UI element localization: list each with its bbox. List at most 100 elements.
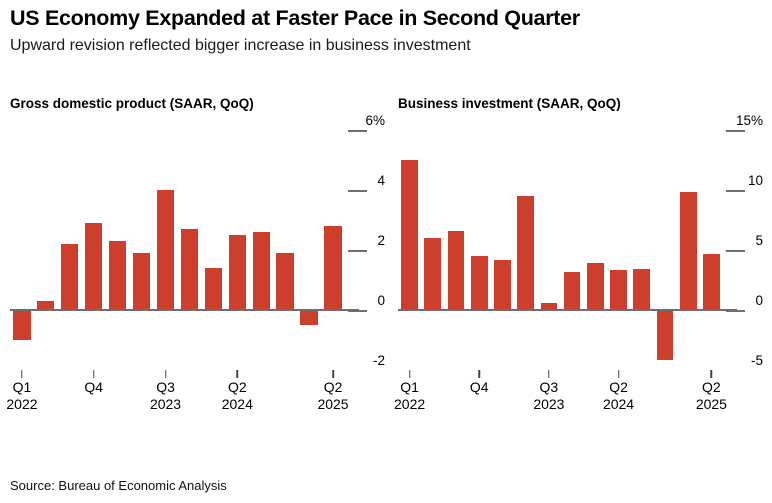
bar-series-gdp — [10, 130, 345, 370]
y-axis-tick-mark — [348, 130, 367, 132]
bar-slot — [249, 130, 273, 370]
bar — [37, 301, 55, 310]
bar-slot — [225, 130, 249, 370]
bar — [447, 230, 465, 310]
bar-slot — [607, 130, 630, 370]
bar-slot — [177, 130, 201, 370]
source-note: Source: Bureau of Economic Analysis — [10, 478, 227, 493]
x-axis-tick-mark — [478, 370, 480, 378]
bar — [109, 241, 127, 310]
bar-slot — [700, 130, 723, 370]
bar-slot — [514, 130, 537, 370]
bar — [13, 310, 31, 340]
y-axis-tick-label: 10 — [747, 173, 763, 188]
bar-slot — [491, 130, 514, 370]
x-axis-year-label: 2023 — [533, 396, 565, 412]
x-axis-quarter-label: Q2 — [323, 379, 343, 395]
zero-baseline — [398, 309, 737, 311]
bar-slot — [321, 130, 345, 370]
bar — [324, 226, 342, 310]
bar-slot — [10, 130, 34, 370]
x-axis-quarter-label: Q1 — [400, 379, 419, 395]
x-axis-quarter-label: Q1 — [12, 379, 32, 395]
x-axis-tick-mark — [710, 370, 713, 378]
bar — [610, 270, 627, 310]
bar-slot — [297, 130, 321, 370]
plot-area-business-investment — [398, 130, 737, 370]
bar — [61, 244, 79, 310]
bar-slot — [201, 130, 225, 370]
bar-slot — [468, 130, 491, 370]
y-axis-tick-label: 6% — [365, 113, 385, 128]
y-axis-tick-label: 4 — [377, 173, 385, 188]
y-axis-tick-mark — [726, 190, 745, 192]
x-axis-tick-mark — [164, 370, 167, 378]
bar — [276, 253, 294, 310]
bar — [132, 253, 151, 310]
bar-slot — [421, 130, 444, 370]
bar-slot — [82, 130, 106, 370]
x-axis-quarter-label: Q4 — [84, 379, 104, 395]
y-axis-gdp: 6% 4 2 0 -2 — [345, 113, 387, 370]
zero-baseline — [10, 309, 359, 311]
bar — [470, 256, 488, 310]
bar — [228, 235, 246, 310]
x-axis-year-label: 2022 — [394, 396, 426, 412]
bar-slot — [58, 130, 82, 370]
y-axis-tick-mark — [726, 130, 745, 132]
x-axis-quarter-label: Q3 — [539, 379, 559, 395]
bar-slot — [584, 130, 607, 370]
bar — [85, 223, 103, 310]
bar — [563, 271, 581, 310]
bar-slot — [653, 130, 676, 370]
bar-slot — [106, 130, 130, 370]
x-axis-year-label: 2022 — [6, 396, 38, 412]
x-axis-tick-mark — [236, 370, 239, 378]
bar-slot — [398, 130, 421, 370]
bar — [633, 269, 651, 310]
bar — [540, 302, 558, 310]
y-axis-tick-label: 2 — [377, 233, 385, 248]
bar — [300, 310, 318, 325]
bar — [517, 196, 535, 310]
x-axis-quarter-label: Q2 — [227, 379, 247, 395]
y-axis-tick-mark — [726, 250, 745, 252]
x-axis-tick-mark — [93, 370, 95, 378]
x-axis-year-label: 2023 — [149, 396, 182, 412]
bar-slot — [154, 130, 178, 370]
y-axis-tick-mark — [348, 250, 367, 252]
y-axis-tick-label: -5 — [750, 353, 763, 368]
bar-slot — [34, 130, 58, 370]
bar-slot — [444, 130, 467, 370]
x-axis-tick-mark — [548, 370, 550, 378]
bar — [703, 253, 720, 310]
y-axis-tick-mark — [348, 190, 367, 192]
y-axis-tick-mark — [726, 310, 745, 312]
x-axis-quarter-label: Q3 — [156, 379, 175, 395]
x-axis-tick-mark — [617, 370, 620, 378]
bar — [587, 263, 604, 310]
bar — [424, 238, 442, 310]
bar-slot — [677, 130, 700, 370]
bar — [252, 232, 270, 310]
panel-title: Business investment (SAAR, QoQ) — [398, 96, 621, 111]
bar-slot — [561, 130, 584, 370]
x-axis-business-investment: Q1 2022 Q4 Q3 2023 Q2 2024 Q2 2025 — [394, 370, 727, 430]
x-axis-quarter-label: Q2 — [609, 379, 628, 395]
y-axis-tick-label: 0 — [377, 293, 385, 308]
plot-area-gdp — [10, 130, 359, 370]
page-subtitle: Upward revision reflected bigger increas… — [10, 37, 471, 54]
x-axis-year-label: 2025 — [695, 396, 727, 412]
bar-slot — [273, 130, 297, 370]
panel-title: Gross domestic product (SAAR, QoQ) — [10, 96, 254, 111]
bar — [494, 259, 511, 310]
x-axis-gdp: Q1 2022 Q4 Q3 2023 Q2 2024 Q2 2025 — [6, 370, 349, 430]
x-axis-quarter-label: Q4 — [469, 379, 489, 395]
x-axis-tick-mark — [21, 370, 23, 378]
x-axis-tick-mark — [332, 370, 334, 378]
page-title: US Economy Expanded at Faster Pace in Se… — [10, 6, 580, 30]
bar — [204, 268, 222, 310]
y-axis-tick-label: 0 — [755, 293, 763, 308]
bar-slot — [130, 130, 154, 370]
